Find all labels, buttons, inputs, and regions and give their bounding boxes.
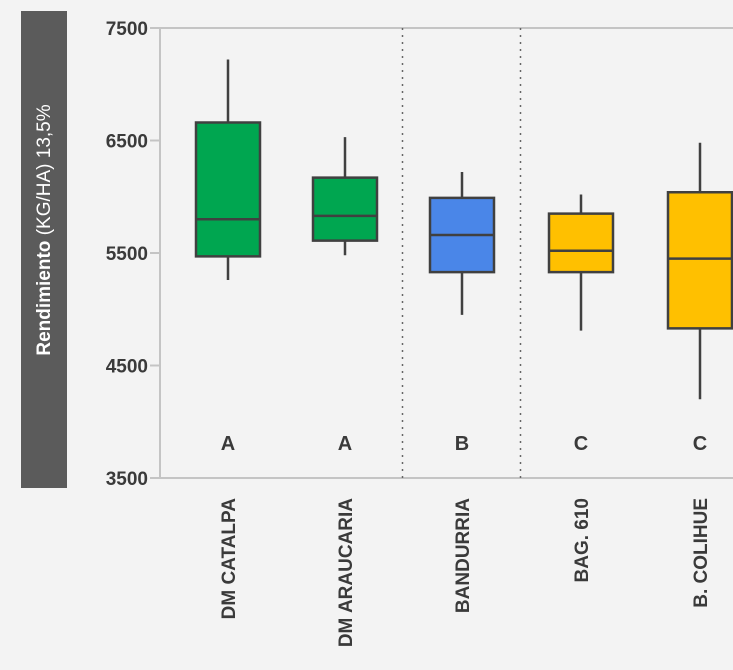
box-5 bbox=[666, 142, 733, 400]
box-body bbox=[666, 191, 733, 330]
y-tick-label: 4500 bbox=[106, 357, 148, 378]
group-letter: C bbox=[574, 433, 588, 455]
group-letter: B bbox=[455, 433, 469, 455]
box-body bbox=[311, 176, 379, 242]
category-labels: DM CATALPA DM ARAUCARIA BANDURRIA BAG. 610 B… bbox=[219, 498, 712, 647]
category-label: BAG. 610 bbox=[572, 498, 593, 582]
group-letter: A bbox=[221, 433, 235, 455]
y-axis-title-box bbox=[21, 11, 67, 488]
box-body bbox=[194, 121, 262, 258]
box-4 bbox=[547, 194, 615, 331]
box-2 bbox=[311, 137, 379, 256]
y-axis-title: Rendimiento (KG/HA) 13,5% bbox=[34, 104, 55, 355]
y-tick-label: 5500 bbox=[106, 244, 148, 265]
category-label: DM ARAUCARIA bbox=[336, 498, 357, 647]
group-letter: A bbox=[338, 433, 352, 455]
y-tick-label: 3500 bbox=[106, 469, 148, 490]
y-axis-title-rest: (KG/HA) 13,5% bbox=[34, 104, 55, 240]
boxes bbox=[194, 59, 733, 400]
box-body bbox=[547, 212, 615, 274]
category-label: B. COLIHUE bbox=[691, 498, 712, 608]
group-separators bbox=[401, 28, 522, 478]
box-3 bbox=[428, 172, 496, 315]
y-axis-title-bold: Rendimiento bbox=[34, 241, 55, 356]
box-1 bbox=[194, 59, 262, 280]
group-letter: C bbox=[693, 433, 707, 455]
axes: 7500 6500 5500 4500 3500 bbox=[106, 19, 733, 490]
y-axis-title-panel: Rendimiento (KG/HA) 13,5% bbox=[21, 11, 67, 488]
y-tick-label: 6500 bbox=[106, 132, 148, 153]
y-tick-label: 7500 bbox=[106, 19, 148, 40]
category-label: BANDURRIA bbox=[453, 498, 474, 613]
category-label: DM CATALPA bbox=[219, 498, 240, 620]
